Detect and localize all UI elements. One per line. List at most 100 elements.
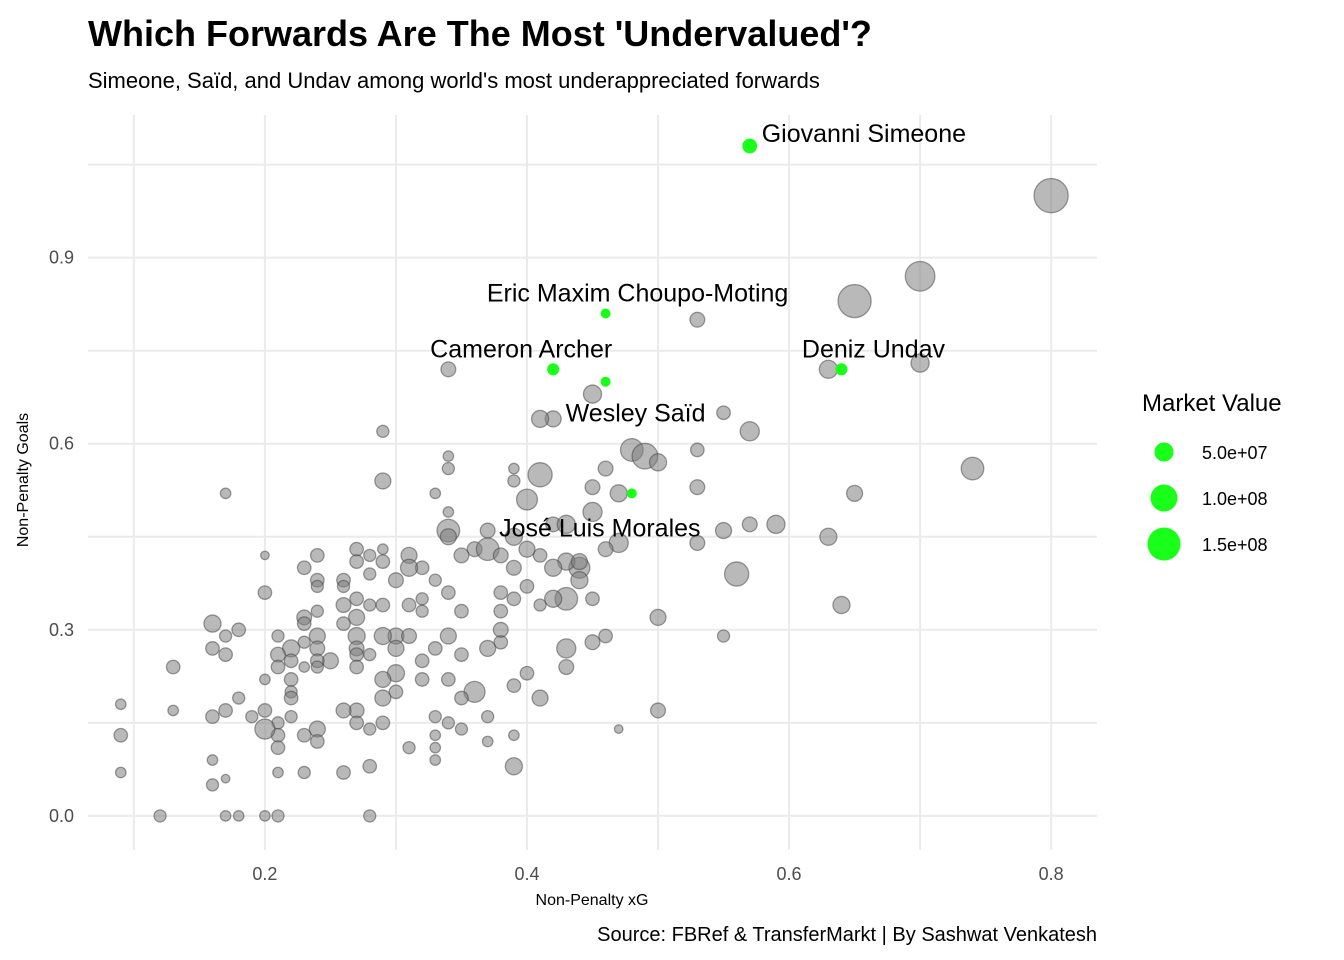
data-point bbox=[716, 629, 731, 643]
data-point bbox=[429, 487, 442, 500]
data-point bbox=[440, 585, 456, 600]
data-point bbox=[231, 622, 247, 638]
data-point bbox=[904, 260, 936, 292]
data-point bbox=[481, 735, 494, 748]
data-point bbox=[649, 608, 667, 627]
data-point bbox=[232, 691, 246, 705]
data-point bbox=[506, 678, 522, 694]
data-point bbox=[310, 604, 325, 618]
data-point bbox=[349, 554, 365, 569]
data-point bbox=[428, 573, 442, 587]
data-point bbox=[284, 709, 298, 724]
data-point bbox=[442, 450, 455, 463]
legend-key bbox=[1150, 484, 1178, 512]
data-point bbox=[218, 647, 233, 663]
data-point bbox=[453, 547, 470, 564]
data-point bbox=[205, 709, 220, 725]
data-point bbox=[582, 384, 603, 404]
data-point bbox=[218, 703, 233, 718]
data-point bbox=[598, 628, 614, 644]
chart-caption: Source: FBRef & TransferMarkt | By Sashw… bbox=[597, 924, 1097, 946]
data-point bbox=[584, 634, 601, 651]
data-point bbox=[309, 734, 325, 749]
data-point bbox=[283, 653, 299, 669]
data-point bbox=[402, 740, 416, 755]
data-point bbox=[309, 547, 325, 563]
player-label: José Luis Morales bbox=[499, 514, 700, 542]
data-point bbox=[741, 516, 758, 533]
data-point bbox=[544, 558, 563, 577]
data-point bbox=[429, 729, 442, 742]
x-tick-label: 0.6 bbox=[777, 864, 802, 884]
data-point bbox=[270, 740, 286, 756]
highlighted-point bbox=[626, 488, 637, 499]
data-point bbox=[507, 462, 520, 475]
data-point bbox=[533, 598, 547, 612]
data-point bbox=[1033, 177, 1069, 214]
legend-key bbox=[1154, 442, 1174, 462]
data-point bbox=[441, 716, 456, 730]
data-point bbox=[515, 488, 539, 511]
data-point bbox=[558, 658, 575, 676]
player-label: Giovanni Simeone bbox=[762, 120, 966, 148]
data-point bbox=[296, 560, 312, 576]
data-point bbox=[114, 698, 127, 711]
data-point bbox=[205, 778, 220, 792]
data-point bbox=[388, 684, 404, 700]
player-label: Deniz Undav bbox=[802, 335, 946, 363]
data-point bbox=[837, 283, 872, 319]
data-point bbox=[362, 758, 378, 774]
chart-subtitle: Simeone, Saïd, and Undav among world's m… bbox=[88, 68, 820, 93]
data-point bbox=[480, 709, 495, 724]
data-point bbox=[272, 766, 284, 779]
data-point bbox=[283, 672, 299, 687]
data-point bbox=[153, 809, 167, 823]
data-point bbox=[259, 550, 270, 561]
data-point bbox=[297, 765, 311, 780]
legend-entries: 5.0e+07 1.0e+08 1.5e+08 bbox=[1147, 442, 1268, 561]
data-point bbox=[297, 635, 311, 649]
data-point bbox=[387, 639, 405, 658]
data-point bbox=[479, 639, 497, 658]
data-point bbox=[506, 591, 522, 607]
data-point bbox=[414, 653, 430, 669]
data-point bbox=[336, 579, 351, 594]
data-point bbox=[714, 521, 733, 540]
data-point bbox=[454, 647, 469, 663]
data-point bbox=[832, 595, 851, 615]
data-point bbox=[283, 690, 299, 706]
y-tick-label: 0.0 bbox=[49, 806, 74, 826]
data-point bbox=[530, 409, 550, 429]
data-point bbox=[363, 647, 377, 662]
data-point bbox=[519, 578, 535, 594]
data-point bbox=[492, 547, 509, 564]
data-point bbox=[399, 558, 419, 577]
x-tick-label: 0.8 bbox=[1039, 864, 1064, 884]
y-tick-label: 0.9 bbox=[49, 248, 74, 268]
legend-label: 5.0e+07 bbox=[1202, 443, 1268, 463]
data-point bbox=[739, 421, 760, 442]
data-point bbox=[415, 604, 429, 618]
data-point bbox=[271, 629, 285, 643]
data-point bbox=[206, 754, 219, 766]
data-point bbox=[415, 592, 429, 606]
data-point bbox=[440, 672, 456, 687]
data-point bbox=[375, 715, 391, 731]
data-point bbox=[649, 702, 667, 719]
data-point bbox=[454, 690, 469, 706]
data-point bbox=[531, 689, 549, 707]
data-point bbox=[584, 479, 601, 496]
data-point bbox=[335, 596, 352, 614]
x-axis-ticks: 0.2 0.4 0.6 0.8 bbox=[252, 864, 1063, 884]
legend-title: Market Value bbox=[1142, 390, 1282, 417]
data-point bbox=[689, 534, 706, 552]
data-point bbox=[203, 614, 222, 633]
x-tick-label: 0.2 bbox=[252, 864, 277, 884]
data-point bbox=[114, 766, 127, 779]
data-point bbox=[439, 528, 457, 546]
data-point bbox=[349, 591, 365, 607]
data-point bbox=[507, 474, 521, 488]
data-point bbox=[363, 722, 377, 736]
data-point bbox=[232, 810, 245, 822]
data-point bbox=[454, 603, 469, 619]
